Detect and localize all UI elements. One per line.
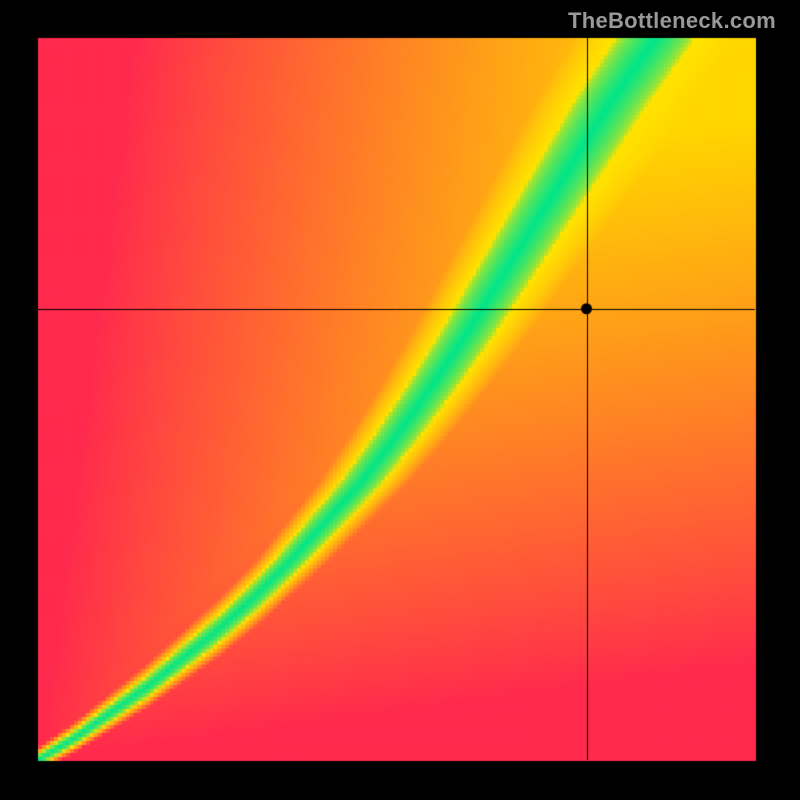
watermark-label: TheBottleneck.com <box>568 8 776 34</box>
chart-container: TheBottleneck.com <box>0 0 800 800</box>
bottleneck-heatmap <box>0 0 800 800</box>
